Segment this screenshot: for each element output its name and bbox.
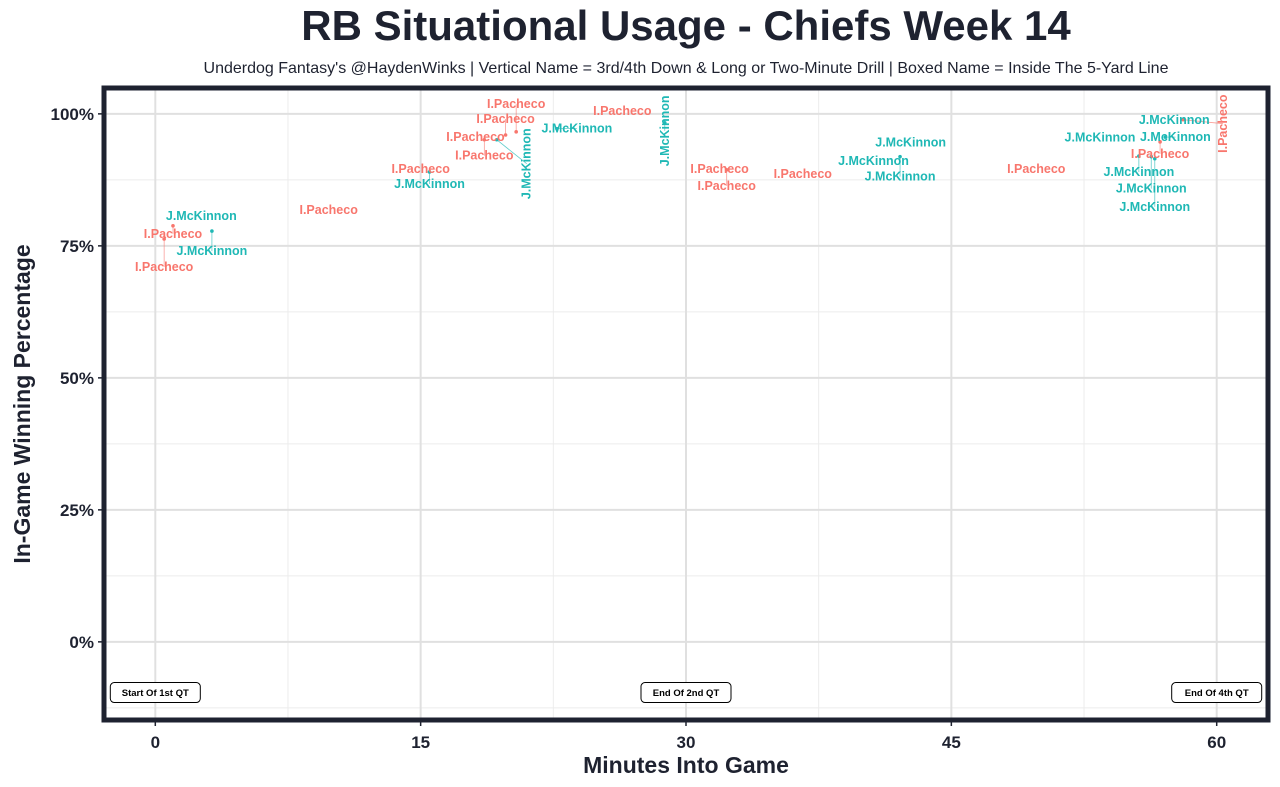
point-label-mckinnon: J.McKinnon: [1103, 165, 1174, 179]
point-label-mckinnon: J.McKinnon: [1139, 113, 1210, 127]
data-labels: J.McKinnonI.PachecoJ.McKinnonI.PachecoI.…: [135, 94, 1230, 274]
annotation-box: [640, 682, 732, 704]
point-label-pacheco: I.Pacheco: [135, 260, 194, 274]
point-label-pacheco: I.Pacheco: [697, 179, 756, 193]
point-label-pacheco: I.Pacheco: [299, 203, 358, 217]
point-marker: [427, 170, 432, 174]
point-label-mckinnon: J.McKinnon: [1140, 130, 1211, 144]
point-label-mckinnon: J.McKinnon: [658, 95, 672, 166]
point-label-mckinnon: J.McKinnon: [394, 177, 465, 191]
point-label-mckinnon: J.McKinnon: [176, 244, 247, 258]
y-tick-label: 75%: [60, 237, 94, 256]
grid: [104, 88, 1268, 720]
point-marker: [662, 121, 667, 125]
leader-line: [1183, 119, 1224, 125]
point-marker: [1149, 154, 1154, 159]
point-marker: [898, 154, 902, 159]
point-marker: [503, 133, 508, 137]
point-marker: [210, 229, 214, 233]
point-label-pacheco: I.Pacheco: [774, 167, 833, 181]
point-label-mckinnon: J.McKinnon: [838, 154, 909, 168]
point-label-mckinnon: J.McKinnon: [1116, 182, 1187, 196]
point-label-mckinnon: J.McKinnon: [1065, 131, 1136, 145]
point-label-pacheco: I.Pacheco: [446, 130, 505, 144]
annotation-label: End Of 2nd QT: [653, 688, 720, 699]
point-marker: [1152, 156, 1157, 161]
annotation-label: End Of 4th QT: [1185, 688, 1249, 699]
point-label-pacheco: I.Pacheco: [593, 104, 652, 118]
point-label-pacheco: I.Pacheco: [1131, 147, 1190, 161]
point-label-pacheco: I.Pacheco: [1216, 94, 1230, 153]
y-tick-label: 25%: [60, 501, 94, 520]
point-marker: [162, 237, 166, 241]
annotation-box: [1171, 682, 1263, 704]
x-tick-label: 0: [151, 733, 160, 752]
label-leader-lines: [162, 103, 1224, 268]
y-tick-label: 0%: [69, 633, 94, 652]
point-marker: [494, 137, 499, 142]
point-marker: [1181, 117, 1185, 122]
point-label-pacheco: I.Pacheco: [1007, 162, 1066, 176]
axis-ticks: 0 15 30 45 60 0% 25% 50% 75% 100%: [51, 105, 1227, 752]
leader-line: [496, 139, 527, 165]
point-label-mckinnon: J.McKinnon: [1119, 200, 1190, 214]
x-tick-label: 45: [942, 733, 961, 752]
point-label-mckinnon: J.McKinnon: [541, 122, 612, 136]
y-tick-label: 100%: [51, 105, 94, 124]
annotations: Start Of 1st QT End Of 2nd QT End Of 4th Q…: [109, 682, 1263, 704]
point-label-pacheco: I.Pacheco: [455, 149, 514, 163]
annotation-label: Start Of 1st QT: [122, 688, 189, 699]
point-marker: [482, 137, 487, 142]
point-label-mckinnon: J.McKinnon: [865, 170, 936, 184]
point-marker: [514, 130, 518, 134]
chart-subtitle: Underdog Fantasy's @HaydenWinks | Vertic…: [204, 60, 1169, 77]
point-marker: [171, 224, 175, 228]
x-tick-label: 30: [677, 733, 696, 752]
point-marker: [1137, 154, 1141, 158]
chart-title: RB Situational Usage - Chiefs Week 14: [301, 2, 1071, 49]
x-tick-label: 15: [411, 733, 430, 752]
y-tick-label: 50%: [60, 369, 94, 388]
x-axis-title: Minutes Into Game: [583, 752, 789, 778]
point-label-mckinnon: J.McKinnon: [166, 209, 237, 223]
point-marker: [555, 126, 559, 131]
point-label-pacheco: I.Pacheco: [476, 112, 535, 126]
annotation-box: [109, 682, 201, 704]
point-label-mckinnon: J.McKinnon: [875, 136, 946, 150]
point-label-pacheco: I.Pacheco: [690, 162, 749, 176]
point-label-pacheco: I.Pacheco: [487, 97, 546, 111]
point-label-pacheco: I.Pacheco: [391, 162, 450, 176]
y-axis-title: In-Game Winning Percentage: [9, 244, 35, 563]
point-marker: [1163, 135, 1168, 139]
point-label-mckinnon: J.McKinnon: [520, 128, 534, 199]
point-marker: [724, 168, 729, 172]
x-tick-label: 60: [1207, 733, 1226, 752]
point-label-pacheco: I.Pacheco: [144, 227, 203, 241]
point-marker: [1158, 140, 1162, 144]
